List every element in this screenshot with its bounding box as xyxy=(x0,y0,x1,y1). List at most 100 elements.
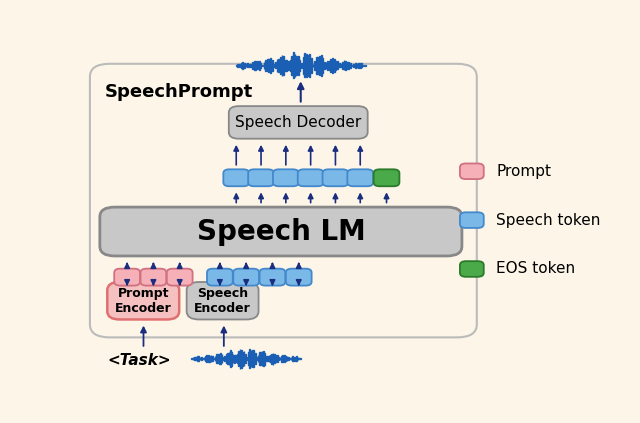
Bar xyxy=(213,358,214,359)
Bar xyxy=(227,354,228,364)
Bar xyxy=(358,63,359,68)
FancyBboxPatch shape xyxy=(167,269,193,286)
Bar xyxy=(285,356,286,361)
Text: Speech LM: Speech LM xyxy=(196,217,365,245)
Bar xyxy=(333,59,335,72)
Bar xyxy=(282,354,283,363)
Bar xyxy=(247,63,248,67)
Bar xyxy=(355,63,356,68)
Bar xyxy=(241,349,242,368)
Bar xyxy=(239,349,240,368)
Bar xyxy=(340,64,341,67)
Bar xyxy=(262,65,263,66)
FancyBboxPatch shape xyxy=(108,282,179,319)
FancyBboxPatch shape xyxy=(233,269,259,286)
FancyBboxPatch shape xyxy=(374,169,399,186)
Bar xyxy=(277,355,278,362)
Bar xyxy=(270,355,271,362)
Bar xyxy=(221,354,222,363)
Bar xyxy=(249,64,250,67)
Bar xyxy=(257,61,258,69)
Bar xyxy=(291,55,292,75)
Bar xyxy=(278,59,279,72)
Bar xyxy=(335,61,336,70)
FancyBboxPatch shape xyxy=(460,261,484,277)
Bar xyxy=(201,357,202,360)
FancyBboxPatch shape xyxy=(100,207,462,256)
Bar xyxy=(244,63,245,68)
Bar xyxy=(332,58,333,73)
Bar xyxy=(195,357,196,360)
Bar xyxy=(270,58,271,73)
FancyBboxPatch shape xyxy=(229,106,368,139)
Bar xyxy=(353,63,354,67)
FancyBboxPatch shape xyxy=(460,163,484,179)
Bar xyxy=(214,356,216,361)
Bar xyxy=(231,352,232,365)
Bar xyxy=(251,350,252,367)
Bar xyxy=(299,358,300,359)
FancyBboxPatch shape xyxy=(273,169,299,186)
Bar xyxy=(312,64,314,67)
Bar xyxy=(337,61,338,69)
Bar xyxy=(208,355,209,362)
Bar xyxy=(216,354,217,363)
Bar xyxy=(317,57,318,74)
Bar xyxy=(253,61,255,70)
Text: Speech Decoder: Speech Decoder xyxy=(235,115,362,130)
Bar xyxy=(283,56,284,74)
Text: Prompt
Encoder: Prompt Encoder xyxy=(115,287,172,315)
Bar xyxy=(226,354,227,363)
Bar xyxy=(295,357,296,360)
Bar xyxy=(327,61,328,70)
Bar xyxy=(253,350,254,367)
Bar xyxy=(360,63,361,68)
Bar xyxy=(252,62,253,69)
Bar xyxy=(255,61,256,70)
Bar xyxy=(298,56,299,74)
Text: <Task>: <Task> xyxy=(108,353,171,368)
Bar xyxy=(300,358,301,359)
Bar xyxy=(191,358,192,359)
Text: SpeechPrompt: SpeechPrompt xyxy=(105,83,253,102)
Bar xyxy=(259,352,260,365)
Bar xyxy=(330,59,332,72)
Bar xyxy=(238,351,239,366)
Bar xyxy=(342,62,343,69)
Bar xyxy=(263,351,264,366)
Bar xyxy=(345,61,346,70)
Bar xyxy=(260,63,261,68)
Bar xyxy=(278,357,279,360)
Bar xyxy=(339,63,340,67)
Bar xyxy=(350,63,351,68)
Bar xyxy=(281,356,282,362)
Bar xyxy=(275,355,276,362)
Bar xyxy=(284,355,285,362)
Bar xyxy=(306,54,307,77)
Bar xyxy=(236,65,237,66)
FancyBboxPatch shape xyxy=(286,269,312,286)
Bar xyxy=(292,357,293,361)
FancyBboxPatch shape xyxy=(114,269,140,286)
FancyBboxPatch shape xyxy=(141,269,166,286)
Bar xyxy=(294,54,296,77)
FancyBboxPatch shape xyxy=(223,169,249,186)
FancyBboxPatch shape xyxy=(248,169,274,186)
Bar xyxy=(265,60,266,71)
Bar xyxy=(220,353,221,364)
Bar xyxy=(239,64,240,67)
Bar xyxy=(259,61,260,70)
Bar xyxy=(316,57,317,74)
Bar xyxy=(273,63,274,67)
Bar xyxy=(296,56,297,74)
FancyBboxPatch shape xyxy=(460,212,484,228)
Bar xyxy=(288,60,289,70)
Bar xyxy=(280,57,281,74)
Bar xyxy=(194,357,195,360)
Bar xyxy=(209,355,210,362)
Bar xyxy=(293,357,294,360)
Bar xyxy=(301,63,302,68)
Bar xyxy=(311,58,312,73)
Bar xyxy=(257,355,259,363)
Bar xyxy=(205,356,206,361)
